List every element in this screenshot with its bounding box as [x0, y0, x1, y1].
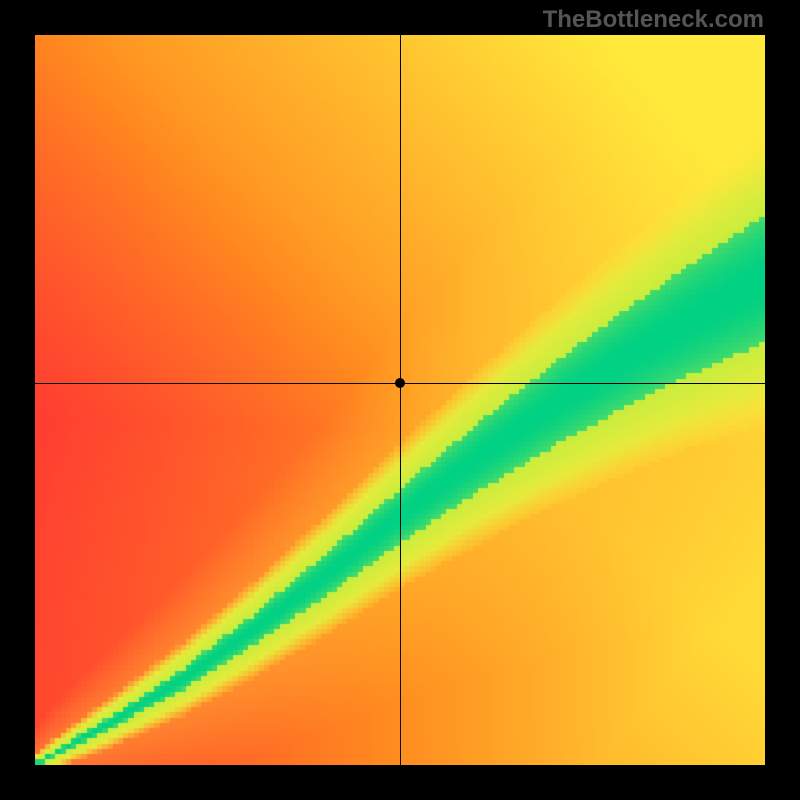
- crosshair-vertical: [400, 35, 401, 765]
- watermark-text: TheBottleneck.com: [543, 6, 764, 34]
- crosshair-marker: [395, 378, 405, 388]
